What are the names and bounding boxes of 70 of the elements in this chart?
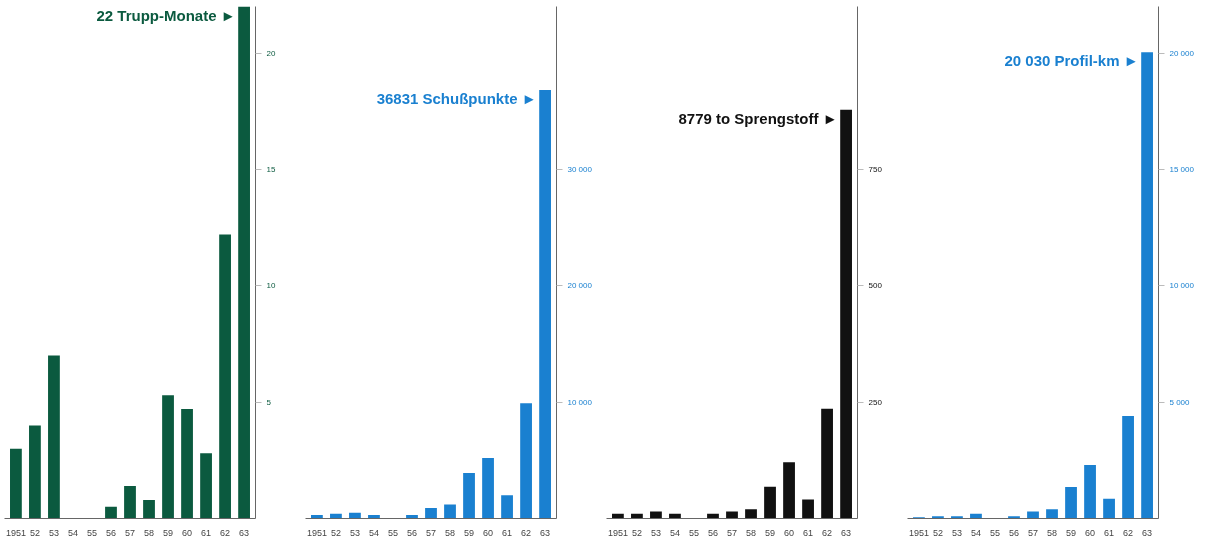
- x-tick-label: 62: [822, 527, 833, 538]
- y-tick-label: 10 000: [567, 397, 593, 407]
- x-tick-label: 59: [163, 527, 174, 538]
- x-tick-label: 1951: [306, 527, 327, 538]
- x-tick-label: 62: [521, 527, 532, 538]
- y-tick-label: 20 000: [1169, 48, 1195, 58]
- x-tick-label: 63: [1142, 527, 1153, 538]
- x-tick-label: 52: [631, 527, 642, 538]
- y-tick-label: 15: [266, 164, 276, 174]
- y-tick-label: 10: [266, 281, 276, 291]
- x-tick-label: 1951: [5, 527, 26, 538]
- x-tick-label: 53: [349, 527, 360, 538]
- x-tick-label: 54: [970, 527, 981, 538]
- x-tick-label: 60: [182, 527, 193, 538]
- x-tick-label: 60: [784, 527, 795, 538]
- x-tick-label: 55: [989, 527, 1000, 538]
- x-tick-label: 59: [765, 527, 776, 538]
- x-tick-label: 57: [425, 527, 437, 538]
- x-tick-label: 61: [201, 527, 212, 538]
- x-tick-label: 56: [105, 527, 116, 538]
- y-tick-label: 500: [868, 281, 883, 291]
- y-tick-label: 250: [868, 397, 883, 407]
- x-tick-label: 63: [540, 527, 551, 538]
- x-tick-label: 63: [841, 527, 852, 538]
- y-tick-label: 15 000: [1169, 164, 1195, 174]
- x-tick-label: 54: [67, 527, 78, 538]
- x-tick-label: 56: [1008, 527, 1019, 538]
- x-tick-label: 63: [239, 527, 250, 538]
- x-tick-label: 58: [1047, 527, 1058, 538]
- x-tick-label: 56: [406, 527, 417, 538]
- x-tick-label: 59: [464, 527, 475, 538]
- x-tick-label: 60: [1085, 527, 1096, 538]
- annotation: 22 Trupp-Monate ►: [96, 6, 236, 24]
- x-tick-label: 1951: [908, 527, 929, 538]
- x-tick-label: 62: [1123, 527, 1134, 538]
- x-tick-label: 55: [688, 527, 699, 538]
- y-tick-label: 20 000: [567, 281, 593, 291]
- y-tick-label: 30 000: [567, 164, 593, 174]
- x-tick-label: 62: [220, 527, 231, 538]
- x-tick-label: 61: [803, 527, 814, 538]
- x-tick-label: 58: [445, 527, 456, 538]
- annotation: 36831 Schußpunkte ►: [376, 89, 537, 107]
- x-tick-label: 57: [726, 527, 738, 538]
- y-tick-label: 20: [266, 48, 276, 58]
- x-tick-label: 57: [124, 527, 136, 538]
- x-tick-label: 52: [932, 527, 943, 538]
- x-tick-label: 53: [951, 527, 962, 538]
- annotation: 20 030 Profil-km ►: [1004, 52, 1139, 70]
- x-tick-label: 52: [29, 527, 40, 538]
- y-tick-label: 5: [266, 397, 272, 407]
- x-tick-label: 59: [1066, 527, 1077, 538]
- x-tick-label: 61: [1104, 527, 1115, 538]
- x-tick-label: 54: [669, 527, 680, 538]
- x-tick-label: 54: [368, 527, 379, 538]
- x-tick-label: 58: [746, 527, 757, 538]
- x-tick-label: 53: [48, 527, 59, 538]
- y-tick-label: 750: [868, 164, 883, 174]
- x-tick-label: 52: [330, 527, 341, 538]
- annotation: 8779 to Sprengstoff ►: [678, 109, 838, 127]
- y-tick-label: 10 000: [1169, 281, 1195, 291]
- x-tick-label: 61: [502, 527, 513, 538]
- y-tick-label: 5 000: [1169, 397, 1191, 407]
- x-tick-label: 53: [650, 527, 661, 538]
- x-tick-label: 55: [86, 527, 97, 538]
- x-tick-label: 60: [483, 527, 494, 538]
- x-tick-label: 58: [144, 527, 155, 538]
- x-tick-label: 56: [707, 527, 718, 538]
- x-tick-label: 55: [387, 527, 398, 538]
- x-tick-label: 1951: [607, 527, 628, 538]
- x-tick-label: 57: [1027, 527, 1039, 538]
